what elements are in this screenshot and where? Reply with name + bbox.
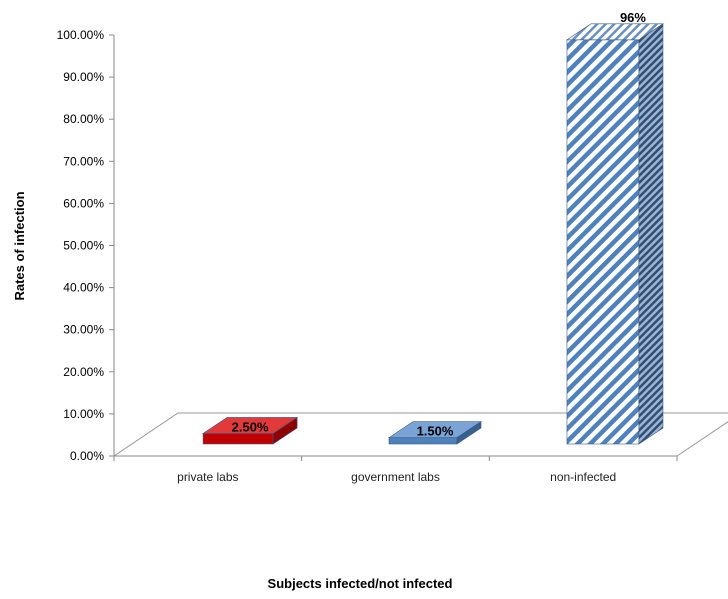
bar-side — [456, 421, 482, 445]
y-tick-label: 90.00% — [63, 70, 104, 84]
y-tick-label: 50.00% — [63, 239, 104, 253]
data-labels: 2.50% 1.50% 96% — [232, 10, 647, 439]
data-label: 1.50% — [417, 424, 454, 439]
y-tick-label: 80.00% — [63, 112, 104, 126]
x-axis-label: Subjects infected/not infected — [267, 576, 453, 591]
y-tick-label: 10.00% — [63, 407, 104, 421]
y-tick-label: 100.00% — [57, 28, 105, 42]
bar — [388, 421, 482, 445]
bar-side — [272, 416, 298, 445]
axes — [109, 34, 728, 461]
y-tick-labels: 0.00% 10.00% 20.00% 30.00% 40.00% 50.00% 60.00… — [57, 28, 105, 463]
y-tick-label: 0.00% — [70, 449, 104, 463]
bars — [202, 23, 664, 445]
y-tick-label: 20.00% — [63, 365, 104, 379]
data-label: 2.50% — [232, 419, 269, 434]
y-tick-label: 40.00% — [63, 281, 104, 295]
y-tick-label: 60.00% — [63, 196, 104, 210]
y-axis-label: Rates of infection — [12, 191, 27, 300]
data-label: 96% — [620, 10, 646, 25]
category-labels: private labs government labs non-infected — [177, 470, 616, 484]
bar — [565, 23, 664, 445]
bar — [202, 416, 299, 445]
y-tick-label: 30.00% — [63, 323, 104, 337]
bar-front — [566, 39, 640, 445]
bar-side — [638, 23, 664, 445]
category-label: private labs — [177, 470, 238, 484]
y-tick-label: 70.00% — [63, 154, 104, 168]
category-label: non-infected — [550, 470, 616, 484]
category-label: government labs — [351, 470, 440, 484]
bar-front — [202, 433, 274, 445]
